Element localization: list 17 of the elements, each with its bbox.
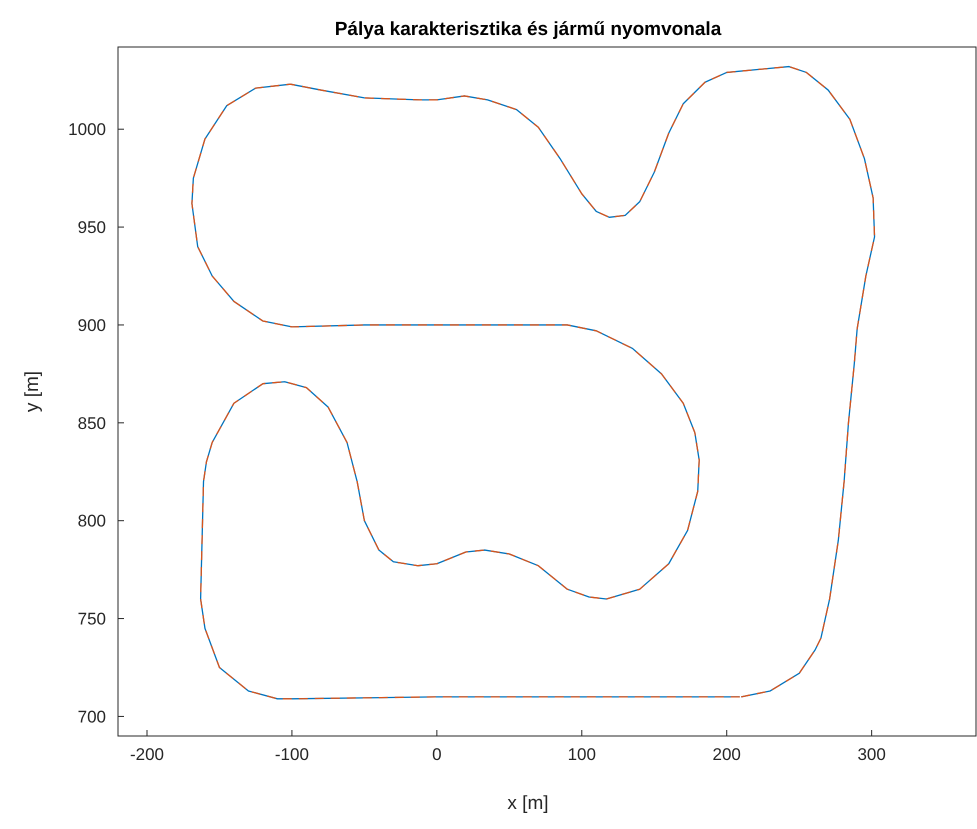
y-tick-label: 900 <box>78 316 106 335</box>
x-tick-label: -100 <box>274 745 309 764</box>
x-tick-label: 100 <box>568 745 596 764</box>
x-tick-label: 200 <box>712 745 741 764</box>
y-tick-label: 850 <box>78 414 106 433</box>
y-tick-label: 750 <box>78 610 106 629</box>
y-tick-label: 1000 <box>68 120 106 140</box>
x-tick-label: 300 <box>857 745 886 764</box>
x-tick-label: 0 <box>432 745 442 764</box>
y-axis-title: y [m] <box>22 370 43 412</box>
chart-title: Pálya karakterisztika és jármű nyomvonala <box>334 19 722 40</box>
y-tick-label: 700 <box>78 707 106 726</box>
y-tick-label: 950 <box>78 218 106 238</box>
line-series <box>191 66 876 700</box>
x-axis-title: x [m] <box>507 793 549 814</box>
x-tick-label: -200 <box>130 745 164 764</box>
y-tick-label: 800 <box>78 512 106 531</box>
